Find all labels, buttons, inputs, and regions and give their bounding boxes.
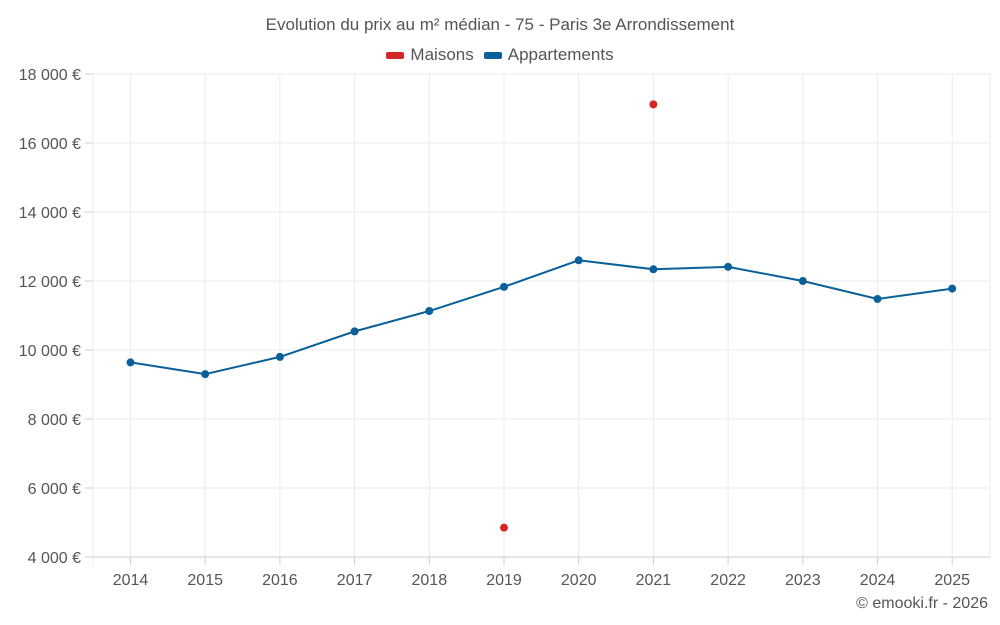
x-tick-label: 2019	[486, 572, 522, 589]
x-tick-label: 2015	[187, 572, 223, 589]
x-gridlines	[92, 74, 991, 565]
y-axis-tick-labels: 4 000 € 6 000 € 8 000 € 10 000 € 12 000 € 14 …	[19, 67, 81, 567]
y-tick-label: 16 000 €	[19, 136, 81, 153]
legend-label-appartements: Appartements	[507, 45, 614, 64]
x-tick-label: 2017	[337, 572, 373, 589]
x-tick-label: 2020	[561, 572, 597, 589]
y-gridlines	[85, 73, 990, 558]
credit-text: © emooki.fr - 2026	[856, 595, 988, 612]
x-tick-label: 2021	[636, 572, 672, 589]
series-points	[126, 100, 957, 532]
legend-swatch-appartements	[483, 51, 502, 59]
x-axis-tick-labels: 2014 2015 2016 2017 2018 2019 2020 2021 2022 2023…	[113, 572, 970, 589]
data-point-appartements	[649, 265, 658, 274]
x-tick-label: 2016	[262, 572, 298, 589]
x-tick-label: 2025	[934, 572, 970, 589]
y-tick-label: 8 000 €	[28, 412, 81, 429]
legend-label-maisons: Maisons	[410, 45, 474, 64]
data-point-appartements	[275, 352, 284, 361]
x-tick-label: 2014	[113, 572, 149, 589]
y-tick-label: 14 000 €	[19, 205, 81, 222]
data-point-appartements	[425, 307, 434, 316]
data-point-appartements	[798, 277, 807, 285]
data-point-maisons	[500, 523, 508, 532]
legend-item-appartements[interactable]: Appartements	[483, 45, 614, 65]
y-tick-label: 10 000 €	[19, 343, 81, 360]
x-tick-label: 2024	[860, 572, 896, 589]
x-tick-label: 2023	[785, 572, 821, 589]
data-point-appartements	[500, 282, 508, 291]
data-point-appartements	[948, 284, 957, 293]
y-tick-label: 4 000 €	[28, 550, 81, 567]
data-point-appartements	[724, 262, 733, 271]
x-tick-label: 2018	[412, 572, 448, 589]
legend-item-maisons[interactable]: Maisons	[386, 45, 474, 65]
y-tick-label: 6 000 €	[28, 481, 81, 498]
chart-title: Evolution du prix au m² médian - 75 - Pa…	[265, 15, 735, 34]
data-point-maisons	[649, 100, 658, 109]
data-point-appartements	[574, 256, 583, 265]
data-point-appartements	[350, 327, 359, 336]
chart-legend: Maisons Appartements	[0, 45, 1000, 65]
data-point-appartements	[873, 294, 882, 303]
legend-swatch-maisons	[386, 51, 405, 59]
y-tick-label: 18 000 €	[19, 67, 81, 84]
y-tick-label: 12 000 €	[19, 274, 81, 291]
series-line-appartements	[130, 259, 953, 376]
data-point-appartements	[201, 370, 210, 379]
x-tick-label: 2022	[710, 572, 746, 589]
series-lines	[130, 259, 953, 376]
data-point-appartements	[126, 358, 135, 367]
